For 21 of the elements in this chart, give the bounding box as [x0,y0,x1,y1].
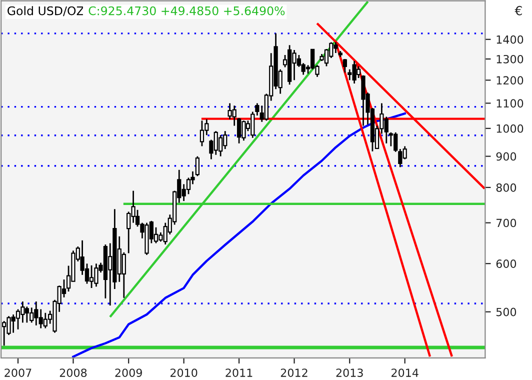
x-tick-label: 2012 [280,368,308,377]
x-tick-label: 2007 [4,368,32,377]
y-tick-label: 1200 [496,76,524,85]
chart-title: Gold USD/OZ [8,6,84,16]
y-tick-label: 1100 [496,99,524,108]
y-tick-label: 700 [496,218,516,228]
y-tick-label: 900 [496,152,516,161]
x-tick-label: 2008 [60,368,87,377]
x-tick-label: 2010 [170,368,198,377]
y-tick-label: 1400 [496,35,524,44]
y-tick-label: 600 [496,260,516,268]
x-tick-label: 2014 [392,368,418,377]
x-tick-label: 2009 [115,368,142,377]
text: € [514,6,522,16]
y-tick-label: 1000 [496,124,524,133]
y-tick-label: 500 [496,308,516,316]
x-tick-label: 2011 [226,368,252,377]
x-tick-label: 2013 [336,368,363,377]
y-tick-label: 1300 [496,54,524,64]
chart-subtitle: C:925.4730 +49.4850 +5.6490% [88,6,285,16]
y-tick-label: 800 [496,183,516,192]
